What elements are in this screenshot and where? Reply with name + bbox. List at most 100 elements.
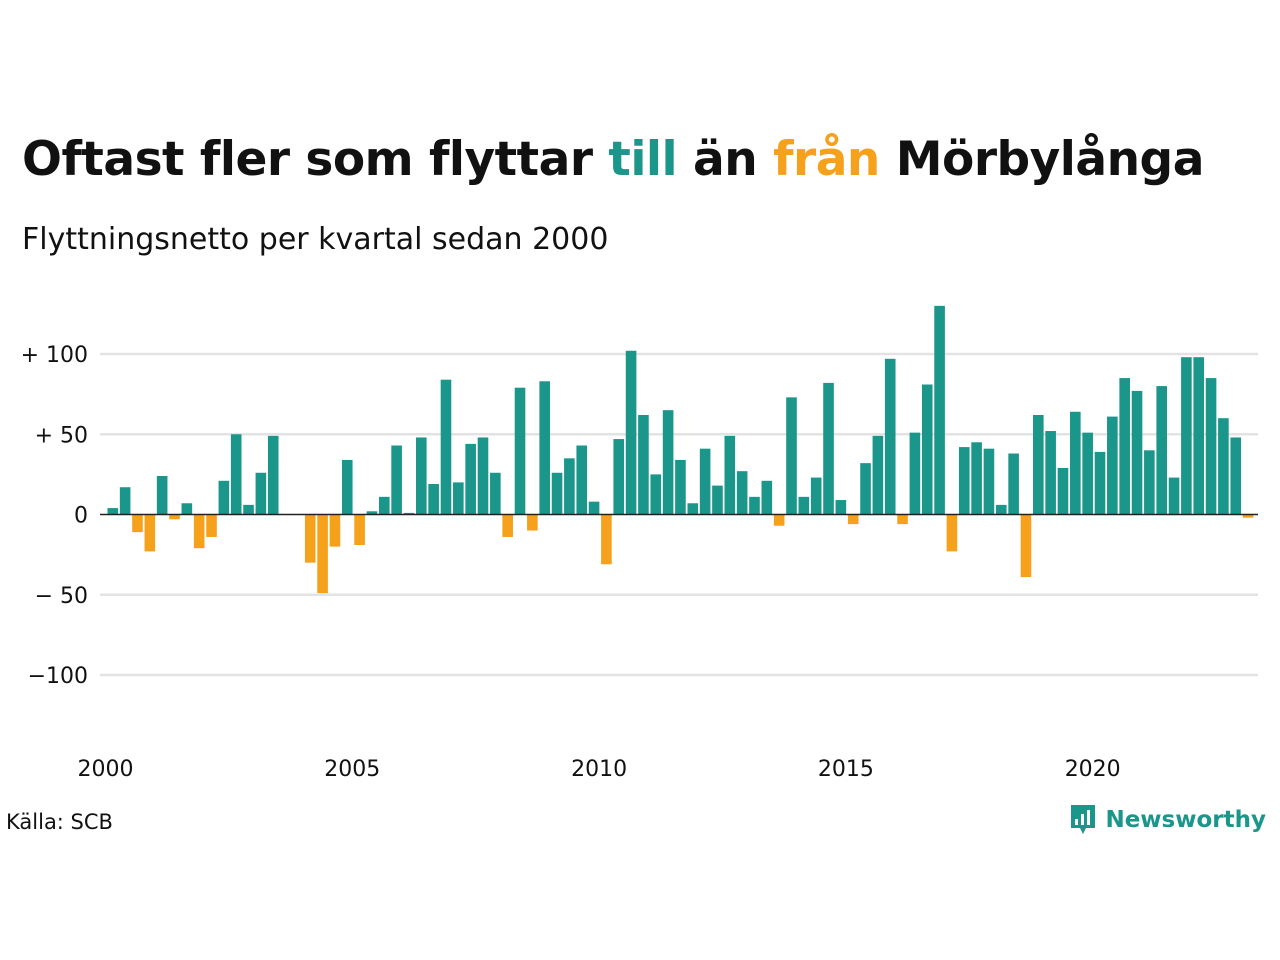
bar	[1094, 451, 1106, 515]
bar	[255, 472, 267, 515]
bar	[391, 445, 402, 515]
bar	[107, 508, 119, 515]
bar	[810, 477, 822, 515]
y-axis: + 100 + 50 0 − 50 −100	[21, 343, 88, 689]
bar	[267, 435, 279, 515]
bar	[119, 487, 131, 515]
bar	[884, 358, 896, 515]
bar	[958, 447, 970, 515]
bar	[181, 503, 193, 515]
bar	[1107, 416, 1118, 515]
bar	[897, 514, 908, 525]
bar	[1218, 418, 1229, 515]
bar	[1144, 450, 1155, 515]
bar	[465, 443, 476, 515]
y-tick-label: − 50	[35, 584, 88, 609]
bar	[1119, 378, 1130, 515]
bar	[514, 387, 526, 515]
y-tick-label: + 50	[35, 423, 88, 448]
bar	[156, 475, 168, 515]
bar	[823, 382, 834, 515]
source-note: Källa: SCB	[6, 810, 113, 834]
title-fran: från	[773, 132, 880, 187]
bar	[304, 514, 316, 563]
bar	[576, 445, 588, 515]
chart-title: Oftast fler som flyttar till än från Mör…	[22, 132, 1204, 187]
bar	[329, 514, 341, 547]
bar	[675, 459, 686, 515]
bar	[403, 512, 415, 515]
bar	[132, 514, 143, 533]
y-tick-label: 0	[74, 504, 88, 529]
bar	[1057, 467, 1069, 515]
bar	[860, 463, 871, 515]
newsworthy-icon	[1071, 805, 1096, 834]
bar	[1205, 378, 1217, 515]
newsworthy-logo[interactable]: Newsworthy	[1069, 803, 1266, 837]
title-part-3: än	[677, 132, 774, 187]
bar	[662, 410, 674, 515]
bar	[527, 514, 538, 531]
bar	[1131, 390, 1143, 515]
bar	[625, 350, 637, 515]
bar	[638, 414, 649, 515]
bar	[761, 480, 773, 515]
bar	[193, 514, 205, 549]
bar	[539, 381, 550, 515]
bar	[453, 482, 464, 515]
bar	[847, 514, 859, 525]
title-part-5: Mörbylånga	[879, 132, 1205, 187]
bar	[699, 448, 711, 515]
bar	[749, 496, 760, 515]
bar	[909, 432, 921, 515]
x-tick-label: 2015	[818, 757, 874, 782]
bar	[934, 305, 945, 515]
x-tick-label: 2010	[571, 757, 627, 782]
bar	[169, 514, 180, 520]
bar	[428, 484, 439, 515]
bar	[736, 471, 748, 515]
bar	[601, 514, 612, 565]
bar	[230, 434, 242, 515]
bar	[1008, 453, 1019, 515]
title-part-1: Oftast fler som flyttar	[22, 132, 609, 187]
bar	[1033, 414, 1044, 515]
title-till: till	[608, 132, 678, 187]
bar	[786, 397, 797, 515]
bar	[1230, 437, 1242, 515]
brand-name: Newsworthy	[1105, 807, 1266, 833]
bar	[773, 514, 785, 526]
x-axis: 2000 2005 2010 2015 2020	[78, 757, 1121, 782]
bar	[971, 442, 982, 515]
bar	[206, 514, 217, 537]
bar	[317, 514, 328, 594]
bar	[921, 384, 933, 515]
bar	[687, 503, 699, 515]
grid-lines	[100, 352, 1258, 677]
bar	[798, 496, 810, 515]
bars	[107, 305, 1254, 594]
bar	[613, 439, 625, 515]
bar	[1156, 386, 1167, 515]
bar	[983, 448, 995, 515]
bar	[1082, 432, 1093, 515]
x-tick-label: 2000	[78, 757, 134, 782]
bar	[1045, 431, 1056, 515]
bar	[477, 437, 489, 515]
bar	[1242, 514, 1254, 518]
bar	[1168, 477, 1180, 515]
bar	[378, 496, 390, 515]
bar	[144, 514, 156, 552]
bar	[724, 435, 736, 515]
bar	[835, 500, 847, 515]
bar	[341, 459, 353, 515]
bar	[416, 437, 427, 515]
bar	[1181, 357, 1192, 515]
bar	[1020, 514, 1032, 578]
bar	[872, 435, 884, 515]
bar	[712, 485, 723, 515]
bar	[440, 379, 452, 515]
x-tick-label: 2005	[324, 757, 380, 782]
bar	[218, 480, 230, 515]
bar	[650, 474, 662, 515]
